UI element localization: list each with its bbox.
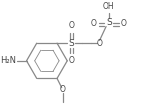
Text: S: S [68, 39, 74, 48]
Text: O: O [91, 19, 97, 28]
Text: H₂N: H₂N [0, 56, 16, 65]
Text: O: O [97, 39, 102, 48]
Text: O: O [60, 85, 66, 94]
Text: O: O [68, 56, 74, 65]
Text: O: O [121, 19, 127, 28]
Text: O: O [68, 21, 74, 30]
Text: OH: OH [103, 2, 115, 11]
Text: S: S [106, 18, 112, 27]
